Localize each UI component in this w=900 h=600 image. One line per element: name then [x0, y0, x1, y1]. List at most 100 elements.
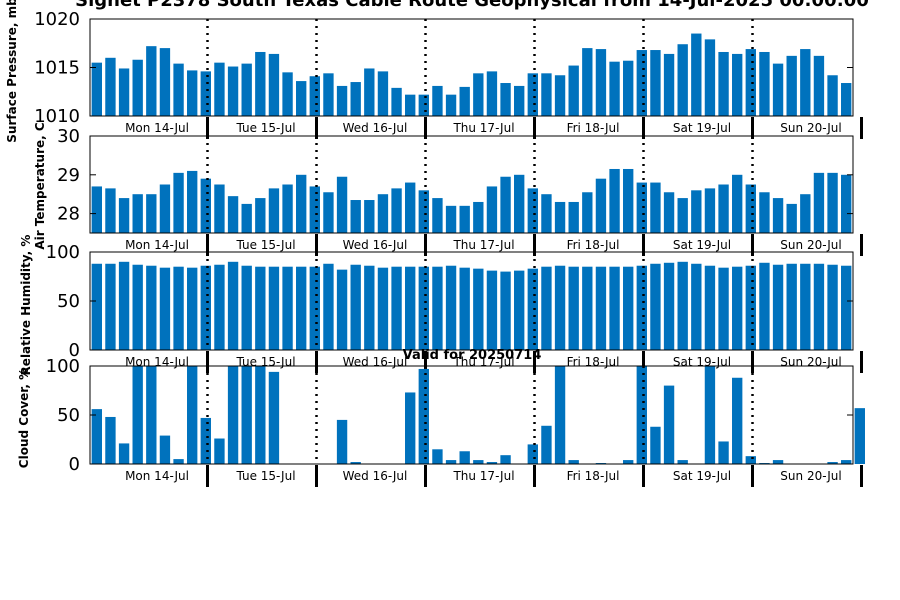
- bar-panel3: [241, 265, 252, 350]
- day-label: Sun 20-Jul: [780, 355, 841, 369]
- bar-panel2: [813, 172, 825, 233]
- bar-panel4: [445, 460, 457, 464]
- bar-panel2: [91, 186, 102, 233]
- day-label: Sun 20-Jul: [780, 469, 841, 483]
- bar-panel3: [800, 263, 811, 350]
- bar-panel2: [650, 182, 661, 233]
- bar-panel1: [732, 53, 743, 116]
- bar-panel3: [486, 270, 498, 350]
- bar-panel1: [813, 55, 825, 116]
- bar-panel2: [214, 184, 225, 233]
- bar-panel2: [486, 186, 498, 233]
- bar-panel4: [405, 392, 416, 464]
- bar-panel3: [623, 266, 634, 350]
- ytick-label: 1010: [34, 106, 80, 127]
- bar-panel1: [473, 73, 484, 116]
- bar-panel4: [200, 417, 211, 464]
- ytick-label: 0: [69, 454, 80, 475]
- bar-panel4: [91, 409, 102, 464]
- bar-panel1: [350, 82, 361, 116]
- bar-panel3: [268, 266, 280, 350]
- day-label: Wed 16-Jul: [343, 355, 408, 369]
- day-label: Thu 17-Jul: [452, 469, 514, 483]
- bar-panel2: [432, 198, 443, 233]
- bar-panel1: [554, 75, 566, 116]
- bar-panel1: [486, 71, 498, 116]
- bar-panel1: [132, 59, 143, 116]
- bar-panel4: [854, 408, 865, 464]
- bar-panel4: [187, 366, 198, 464]
- bar-panel3: [282, 266, 293, 350]
- bar-panel2: [541, 194, 552, 233]
- bar-panel3: [827, 264, 838, 350]
- bar-panel2: [132, 194, 143, 233]
- day-label: Mon 14-Jul: [125, 469, 189, 483]
- bar-panel2: [514, 174, 525, 233]
- bar-panel2: [268, 188, 280, 233]
- bar-panel3: [432, 266, 443, 350]
- bar-panel2: [663, 192, 675, 233]
- bar-panel2: [759, 192, 770, 233]
- day-label: Wed 16-Jul: [343, 121, 408, 135]
- bar-panel2: [500, 176, 511, 233]
- bar-panel4: [636, 366, 647, 464]
- bar-panel3: [173, 266, 184, 350]
- chart-title: Signet P2378 South Texas Cable Route Geo…: [75, 0, 869, 11]
- bar-panel2: [445, 205, 457, 233]
- bar-panel2: [241, 203, 252, 233]
- bar-panel1: [146, 46, 157, 116]
- bar-panel1: [187, 70, 198, 116]
- bar-panel2: [732, 174, 743, 233]
- bar-panel4: [704, 366, 716, 464]
- bar-panel3: [541, 266, 552, 350]
- bar-panel4: [118, 443, 130, 464]
- ytick-label: 0: [69, 340, 80, 361]
- bar-panel3: [732, 266, 743, 350]
- bar-panel4: [432, 449, 443, 464]
- bar-panel3: [214, 264, 225, 350]
- day-label: Sat 19-Jul: [673, 121, 731, 135]
- ytick-label: 50: [57, 291, 80, 312]
- bar-panel3: [445, 265, 457, 350]
- bar-panel1: [268, 53, 280, 116]
- bar-panel2: [636, 182, 647, 233]
- bar-panel3: [568, 266, 579, 350]
- bar-panel1: [636, 50, 647, 116]
- bar-panel1: [309, 76, 320, 116]
- bar-panel1: [527, 73, 538, 116]
- bar-panel1: [377, 71, 389, 116]
- bar-panel1: [118, 68, 130, 116]
- bar-panel4: [214, 438, 225, 464]
- bar-panel2: [595, 178, 607, 233]
- bar-panel3: [227, 261, 239, 350]
- bar-panel4: [227, 366, 239, 464]
- bar-panel1: [609, 61, 620, 116]
- valid-for-label: Valid for 20250714: [403, 348, 542, 363]
- bar-panel3: [473, 268, 484, 350]
- bar-panel4: [732, 377, 743, 464]
- bar-panel1: [704, 39, 716, 117]
- bar-panel2: [405, 182, 416, 233]
- day-label: Fri 18-Jul: [567, 121, 620, 135]
- bar-panel4: [255, 366, 266, 464]
- bar-panel2: [623, 168, 634, 233]
- bar-panel2: [772, 198, 784, 233]
- day-label: Sun 20-Jul: [780, 238, 841, 252]
- bar-panel3: [364, 265, 375, 350]
- bar-panel3: [813, 263, 825, 350]
- bar-panel2: [377, 194, 389, 233]
- day-label: Sat 19-Jul: [673, 238, 731, 252]
- bar-panel1: [159, 48, 171, 116]
- ytick-label: 30: [57, 126, 80, 147]
- bar-panel2: [691, 190, 702, 233]
- bar-panel4: [146, 366, 157, 464]
- day-label: Fri 18-Jul: [567, 238, 620, 252]
- bar-panel3: [159, 267, 171, 350]
- bar-panel2: [677, 198, 688, 233]
- bar-panel4: [650, 426, 661, 464]
- bar-panel2: [718, 184, 729, 233]
- bar-panel3: [582, 266, 593, 350]
- bar-panel2: [255, 198, 266, 233]
- bar-panel1: [841, 83, 852, 116]
